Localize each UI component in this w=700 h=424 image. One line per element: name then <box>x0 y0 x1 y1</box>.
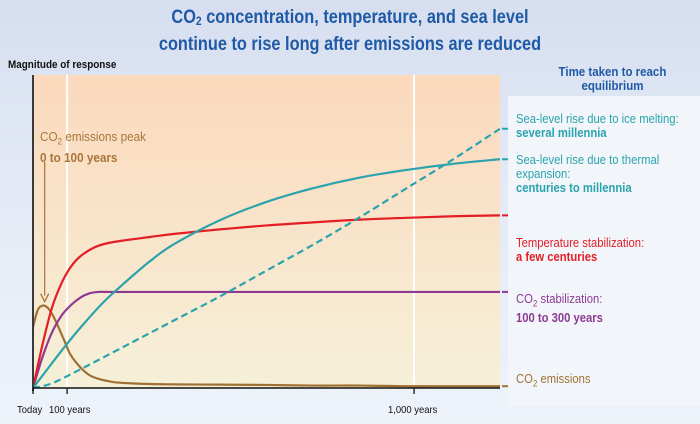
legend-title: Time taken to reach equilibrium <box>558 65 667 93</box>
series-ice-melting <box>32 127 501 390</box>
series-temperature <box>31 214 501 389</box>
legend-item-temperature: Temperature stabilization: a few centuri… <box>516 236 645 264</box>
series-co2-stabilization <box>31 290 500 389</box>
series-thermal-expansion <box>32 158 501 389</box>
x-tick-label-1000-years: 1,000 years <box>388 404 438 416</box>
legend-item-co2-emissions: CO2 emissions <box>516 372 591 389</box>
chart-title-line1: CO2 concentration, temperature, and sea … <box>171 7 529 28</box>
chart-title: CO2 concentration, temperature, and sea … <box>49 6 651 57</box>
emissions-peak-annotation: CO2 emissions peak 0 to 100 years <box>40 129 146 165</box>
x-tick-label-100-years: 100 years <box>49 404 91 416</box>
chart-title-line2: continue to rise long after emissions ar… <box>158 34 542 55</box>
y-axis-label: Magnitude of response <box>8 59 117 71</box>
annotation-arrowhead <box>40 293 50 304</box>
x-tick-label-today: Today <box>17 404 43 416</box>
legend-panel <box>508 96 700 406</box>
legend-item-thermal-expansion: Sea-level rise due to thermal expansion:… <box>516 153 660 195</box>
legend-item-ice-melting: Sea-level rise due to ice melting: sever… <box>516 112 679 140</box>
legend-item-co2-stabilization: CO2 stabilization: 100 to 300 years <box>516 292 603 325</box>
plot-area <box>33 75 500 388</box>
